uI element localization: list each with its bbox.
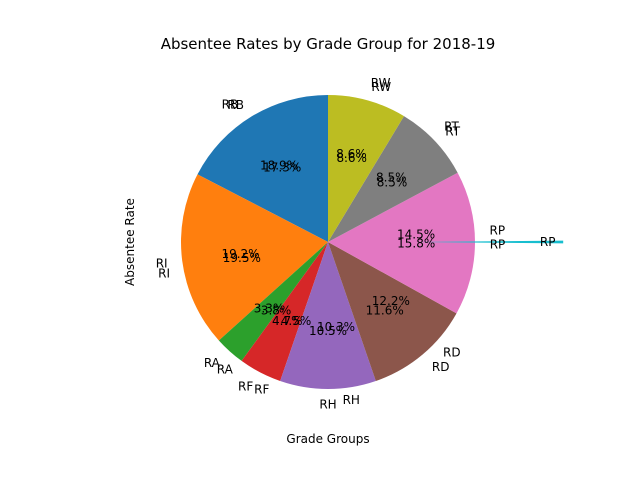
slice-label-rf: RF (238, 379, 253, 393)
overlay-percent-rb: 18.9% (260, 159, 298, 173)
pie-slice-rt (328, 116, 458, 242)
overlay-label-rw: RW (371, 76, 391, 90)
overlay-percent-rt: 8.5% (376, 171, 407, 185)
slice-label-rt: RT (445, 125, 460, 139)
slice-label-ri: RI (156, 257, 168, 271)
slice-percent-rh: 10.5% (309, 324, 347, 338)
pie-slice-ra (218, 242, 328, 361)
slice-label-rd: RD (432, 360, 450, 374)
overlay-label-ri: RI (158, 267, 170, 281)
overlay-percent-rw: 8.6% (336, 147, 367, 161)
pie-slice-rw (328, 95, 404, 242)
slice-percent-rf: 4.7% (272, 314, 303, 328)
overlay-label-rp: RP (490, 223, 506, 237)
overlay-label-rf: RF (254, 383, 269, 397)
slice-percent-ri: 19.2% (221, 247, 259, 261)
overlay-percent-rp: 14.5% (397, 227, 435, 241)
pie-slices (181, 95, 564, 389)
overlay-label-ra: RA (217, 363, 234, 377)
pie-slice-rp (328, 172, 476, 314)
slice-percent-rw: 8.6% (336, 151, 367, 165)
overlay-percent-ra: 3.8% (261, 303, 292, 317)
pie-slice-thin-rp (416, 240, 564, 244)
overlay-label-rd: RD (443, 346, 461, 360)
overlay-label-rb: RB (222, 98, 239, 112)
slice-label-rb: RB (227, 98, 244, 112)
slice-label-rh: RH (319, 398, 336, 412)
slice-label-ra: RA (204, 356, 221, 370)
overlay-percent-ri: 19.5% (223, 251, 261, 265)
slice-percent-ra: 3.3% (254, 302, 285, 316)
slice-percent-rb: 17.3% (263, 161, 301, 175)
slice-label-rw: RW (371, 80, 391, 94)
x-axis-label: Grade Groups (286, 432, 369, 446)
overlay-percent-rd: 12.2% (372, 294, 410, 308)
slice-percent-rt: 8.5% (377, 175, 408, 189)
pie-slice-rh (280, 242, 376, 389)
chart-title: Absentee Rates by Grade Group for 2018-1… (161, 35, 496, 53)
slice-percent-rp: 15.8% (397, 237, 435, 251)
pie-slice-rd (328, 242, 457, 381)
overlay-label-rh: RH (343, 393, 360, 407)
thin-slice-label: RP (540, 235, 556, 249)
pie-slice-rf (241, 242, 328, 381)
overlay-percent-rf: 4.5% (281, 314, 312, 328)
pie-labels: RB 17.3% RI 19.2% RA 3.3% RF 4.7% RH 10.5% RD 11.6%… (156, 76, 556, 412)
y-axis-label: Absentee Rate (123, 198, 137, 286)
slice-label-rp: RP (490, 237, 506, 251)
pie-slice-rb (197, 95, 328, 242)
overlay-percent-rh: 10.3% (317, 320, 355, 334)
overlay-label-rt: RT (444, 120, 459, 134)
slice-percent-rd: 11.6% (366, 304, 404, 318)
pie-slice-ri (181, 174, 328, 341)
